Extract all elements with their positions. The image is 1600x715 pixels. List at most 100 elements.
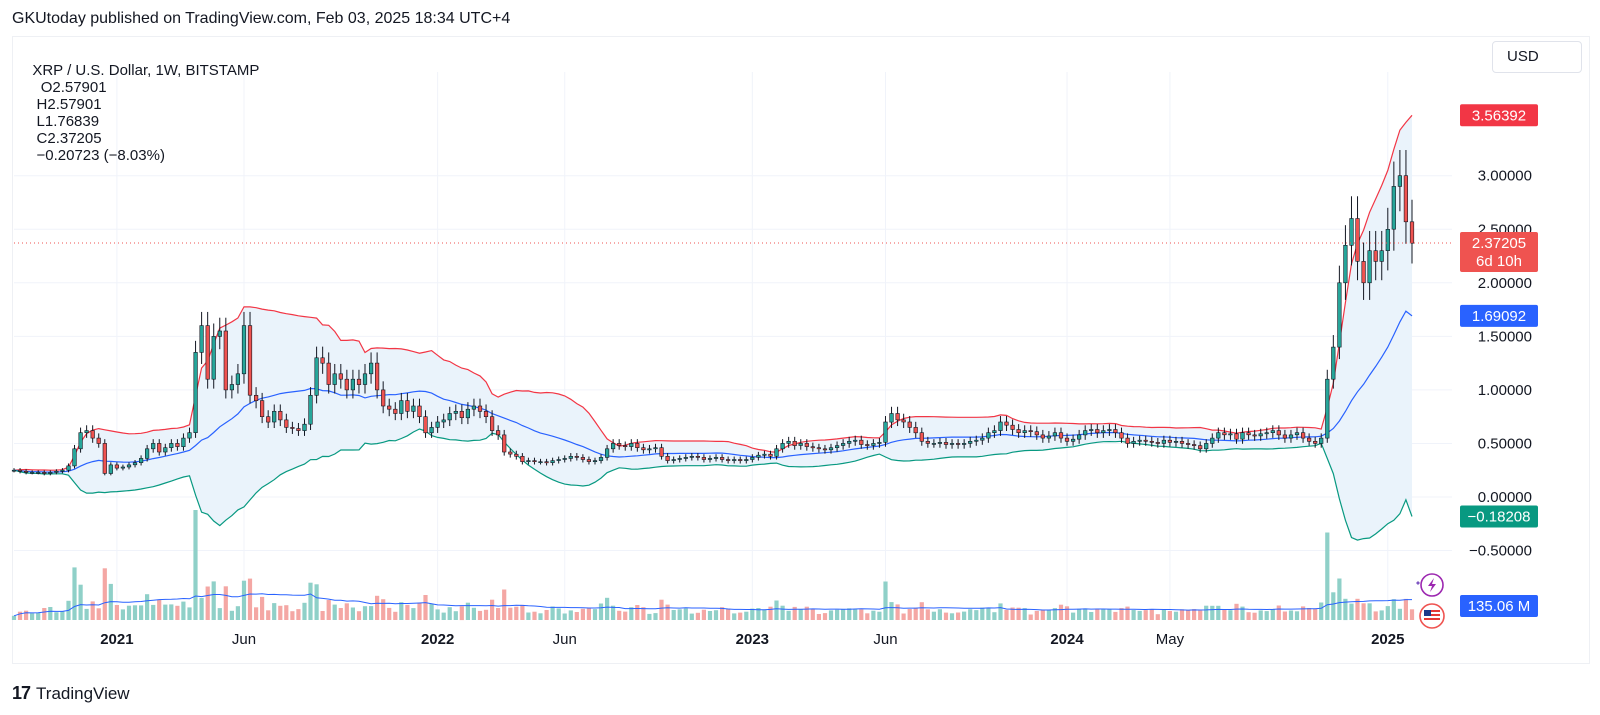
lightning-icon[interactable] [1416,573,1444,597]
symbol-legend[interactable]: XRP / U.S. Dollar, 1W, BITSTAMP O2.57901… [24,45,259,164]
candle-body [495,430,501,436]
x-tick-label: 2021 [100,631,133,648]
volume-bar [713,610,719,620]
candle-body [677,458,682,460]
candle [1337,265,1342,360]
volume-bar [1264,611,1269,620]
volume-bar [641,607,646,620]
volume-bar [568,610,573,620]
volume-bar [738,612,743,620]
candle [580,454,585,463]
candle-body [937,442,942,444]
volume-bar [1379,610,1384,620]
candle-body [1192,444,1197,446]
candle-body [592,460,598,463]
volume-bar [835,609,840,620]
volume-bar [441,612,446,620]
candle-body [435,421,440,428]
candle [344,369,349,399]
candle-body [1355,218,1360,262]
candle-body [1125,437,1130,444]
volume-bar [841,609,846,620]
candle-body [411,405,416,412]
candle-body [538,461,543,464]
volume-bar [707,611,713,620]
candle [1288,429,1294,443]
volume-bar [502,589,507,620]
candle [719,454,725,463]
volume-bar [962,611,967,620]
candle-body [641,447,646,451]
tradingview-logo[interactable]: 17 TradingView [12,683,130,704]
volume-bar [720,607,725,620]
volume-bar [895,604,900,620]
candle [1101,425,1106,438]
candle [1355,196,1360,281]
volume-bar [514,606,519,620]
candle-body [1179,440,1185,444]
candle-body [1385,229,1390,252]
candle-body [290,427,295,429]
candle [429,421,434,438]
volume-bar [1052,608,1057,620]
volume-bar [629,607,634,620]
candle [992,425,997,438]
volume-bar [272,603,277,620]
candle [653,443,658,453]
x-tick-label: Jun [232,631,256,648]
candle-body [1119,432,1124,439]
volume-bar [24,610,29,620]
candle [1198,441,1203,453]
candle [786,436,791,448]
volume-bar [362,606,368,620]
candle-body [732,459,737,461]
candle [1052,427,1057,441]
candle-body [822,448,828,451]
candle [235,363,241,394]
candle [810,442,815,452]
candle-body [1058,432,1064,439]
candle-body [1252,434,1257,437]
candle [1240,427,1245,444]
volume-bar [326,600,331,620]
volume-bar [520,604,525,620]
volume-bar [175,605,180,620]
candle-body [332,373,337,385]
volume-bar [1385,606,1390,620]
candle [314,346,319,404]
candle-body [744,459,749,461]
candle-body [145,448,150,459]
last-price-tag-text: 2.37205 [1472,235,1526,252]
x-tick-label: 2022 [421,631,454,648]
candle-body [1016,429,1021,434]
candle-body [847,440,852,444]
candle-body [1040,434,1045,439]
candle [635,439,640,452]
candle-body [671,459,676,461]
candle-body [1143,439,1148,442]
candle-body [508,451,513,455]
candle [1331,335,1336,389]
candle [1409,199,1415,264]
volume-bar [1022,608,1027,620]
volume-bar [762,609,767,620]
candle [1258,428,1263,441]
us-flag-icon[interactable] [1419,603,1445,629]
candle [42,470,47,476]
candle-body [447,413,452,421]
candle-body [1149,440,1154,443]
candle [332,363,337,394]
currency-selector[interactable]: USD [1492,41,1582,73]
candle [931,439,936,448]
candle-body [96,437,101,444]
price-axis: 3.000002.500002.000001.500001.000000.500… [1469,168,1532,560]
candle [1040,429,1045,443]
candle-body [235,373,241,385]
candle-body [925,440,930,444]
candle [1403,149,1408,244]
candle [90,425,95,443]
volume-bar [786,610,791,620]
y-tick-label: 0.00000 [1478,489,1532,506]
volume-bar [810,609,815,620]
